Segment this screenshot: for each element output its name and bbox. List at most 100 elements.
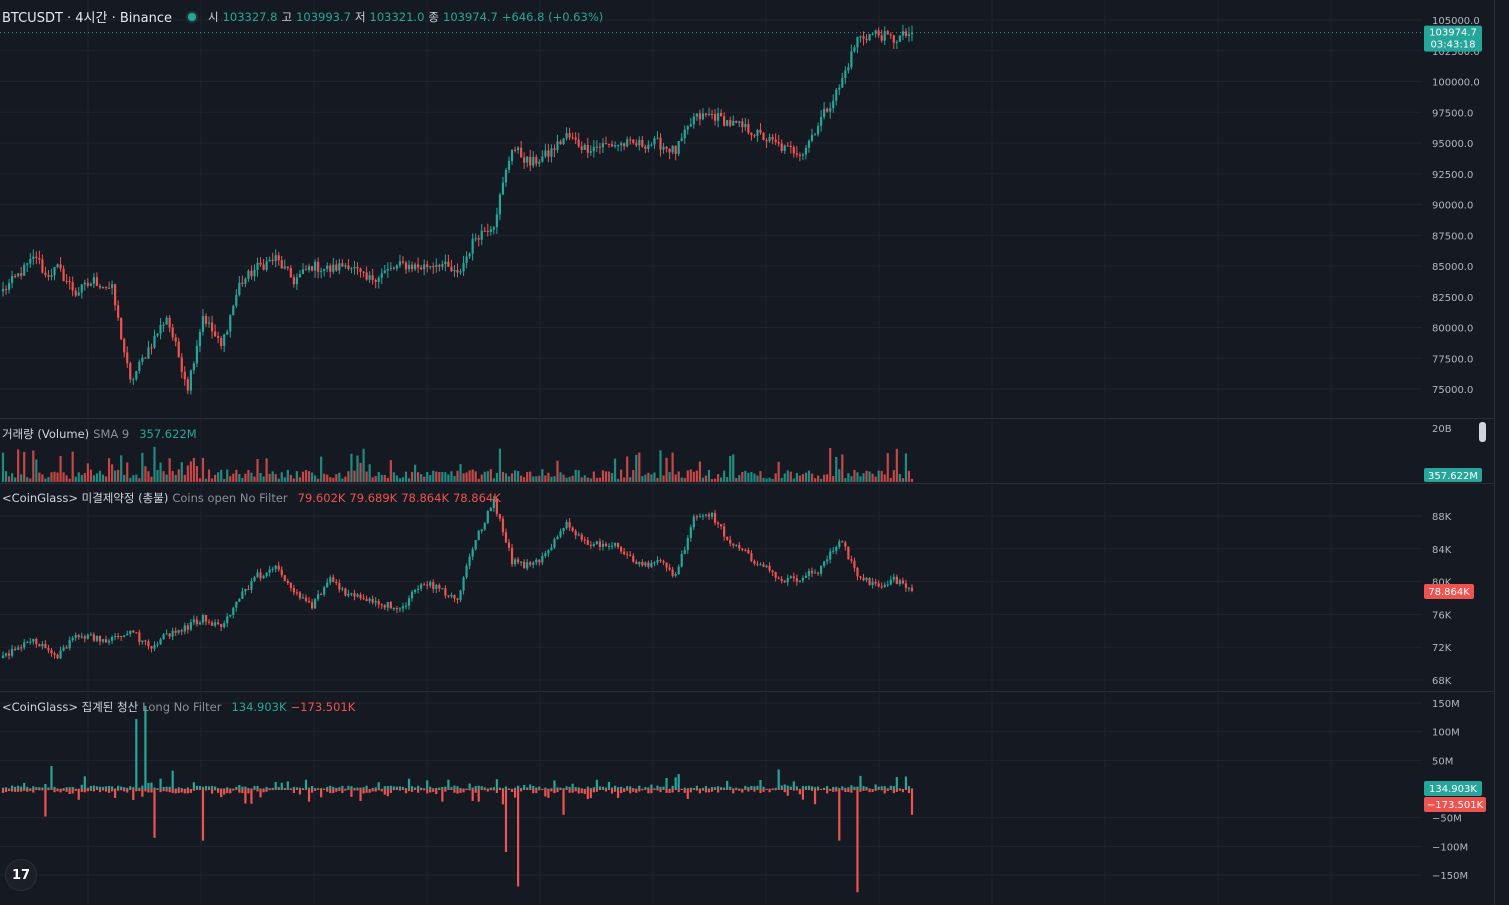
volume-bar xyxy=(868,471,871,482)
liq-long-bar xyxy=(356,787,359,789)
liq-long-bar xyxy=(656,785,659,789)
liq-long-bar xyxy=(868,788,871,790)
price-candle-body xyxy=(674,145,677,154)
liq-short-bar xyxy=(165,789,168,792)
volume-title[interactable]: 거래량 (Volume) xyxy=(2,427,90,441)
liq-short-bar xyxy=(716,789,720,793)
liq-long-bar xyxy=(195,785,199,789)
volume-bar xyxy=(826,474,829,482)
liq-short-bar xyxy=(765,789,768,790)
tradingview-logo[interactable]: 17 xyxy=(5,859,37,891)
price-candle-body xyxy=(756,129,759,136)
right-toolbar[interactable] xyxy=(1494,0,1509,905)
volume-bar xyxy=(804,472,808,482)
volume-bar xyxy=(183,474,186,482)
oi-candle-body xyxy=(135,632,138,634)
pane-resize-handle[interactable] xyxy=(1479,422,1486,442)
liq-long-bar xyxy=(456,786,459,789)
liq-long-bar xyxy=(841,786,844,789)
liq-short-bar xyxy=(744,789,747,790)
liq-long-bar xyxy=(398,786,402,789)
volume-bar xyxy=(704,475,708,482)
price-candle-body xyxy=(786,145,789,147)
liq-short-bar xyxy=(150,789,153,793)
liq-short-bar xyxy=(326,789,329,792)
oi-candle-body xyxy=(813,572,817,574)
oi-candle-body xyxy=(874,581,877,584)
liq-long-bar xyxy=(674,777,677,789)
liq-long-bar xyxy=(71,787,74,789)
liq-short-bar xyxy=(207,789,211,790)
liq-title[interactable]: <CoinGlass> 집계된 청산 xyxy=(2,700,139,714)
liq-short-bar xyxy=(832,789,835,792)
price-candle-body xyxy=(62,268,65,281)
liq-long-bar xyxy=(844,787,847,789)
liq-short-bar xyxy=(529,789,532,790)
price-axis-label: 75000.0 xyxy=(1432,385,1473,396)
liq-long-bar xyxy=(835,786,838,789)
volume-bar xyxy=(177,469,180,482)
liq-short-bar xyxy=(595,789,598,792)
liq-long-bar xyxy=(620,786,623,789)
liq-short-bar xyxy=(680,789,683,790)
liq-short-bar xyxy=(77,789,80,800)
oi-candle-body xyxy=(768,565,771,571)
liq-long-bar xyxy=(110,786,114,789)
liq-long-bar xyxy=(32,786,35,789)
oi-candle-body xyxy=(350,593,353,595)
liq-long-bar xyxy=(165,786,168,789)
oi-candle-body xyxy=(829,551,832,560)
liq-short-bar xyxy=(526,789,529,790)
oi-candle-body xyxy=(177,630,180,633)
liq-short-bar xyxy=(577,789,580,794)
liq-long-bar xyxy=(401,787,405,789)
liq-short-bar xyxy=(256,789,259,792)
liq-short-bar xyxy=(298,789,302,795)
volume-bar xyxy=(668,472,671,482)
liq-long-bar xyxy=(504,786,508,789)
price-candle-body xyxy=(277,255,280,261)
symbol-title[interactable]: BTCUSDT · 4시간 · Binance xyxy=(2,11,172,26)
volume-bar xyxy=(383,474,386,482)
volume-bar xyxy=(356,455,359,482)
price-candle-body xyxy=(780,143,783,151)
price-candle-body xyxy=(486,230,489,232)
oi-candle-body xyxy=(838,541,841,548)
price-candle-body xyxy=(77,292,80,296)
oi-candle-body xyxy=(616,542,620,548)
liq-long-bar xyxy=(359,787,362,789)
liq-long-bar xyxy=(114,788,117,790)
price-candle-body xyxy=(583,144,586,150)
liq-long-bar xyxy=(789,786,792,789)
price-candle-body xyxy=(89,283,92,286)
volume-bar xyxy=(598,477,602,482)
liq-short-bar xyxy=(304,789,308,790)
volume-bar xyxy=(810,473,814,482)
liq-short-bar xyxy=(17,789,20,792)
oi-candle-body xyxy=(41,644,44,647)
market-status-icon[interactable] xyxy=(188,12,196,21)
volume-bar xyxy=(404,471,408,482)
liq-long-bar xyxy=(307,787,311,789)
oi-candle-body xyxy=(50,650,53,654)
price-candle-body xyxy=(135,370,138,380)
liq-long-bar xyxy=(853,786,856,789)
liq-long-bar xyxy=(159,778,162,789)
volume-bar xyxy=(604,471,608,482)
liq-long-bar xyxy=(777,769,780,789)
oi-candle-body xyxy=(183,625,186,632)
volume-bar xyxy=(589,478,592,482)
oi-candle-body xyxy=(862,577,865,581)
oi-title[interactable]: <CoinGlass> 미결제약정 (총불) xyxy=(2,491,169,505)
oi-candle-body xyxy=(535,559,538,563)
liq-long-bar xyxy=(450,787,453,789)
liq-short-bar xyxy=(401,789,405,790)
oi-candle-body xyxy=(392,608,395,610)
liq-long-bar xyxy=(483,787,486,789)
oi-candle-body xyxy=(780,578,783,581)
price-candle-body xyxy=(126,352,129,364)
oi-candle-body xyxy=(701,515,705,517)
liq-long-bar xyxy=(710,787,714,789)
volume-bar xyxy=(847,473,850,482)
